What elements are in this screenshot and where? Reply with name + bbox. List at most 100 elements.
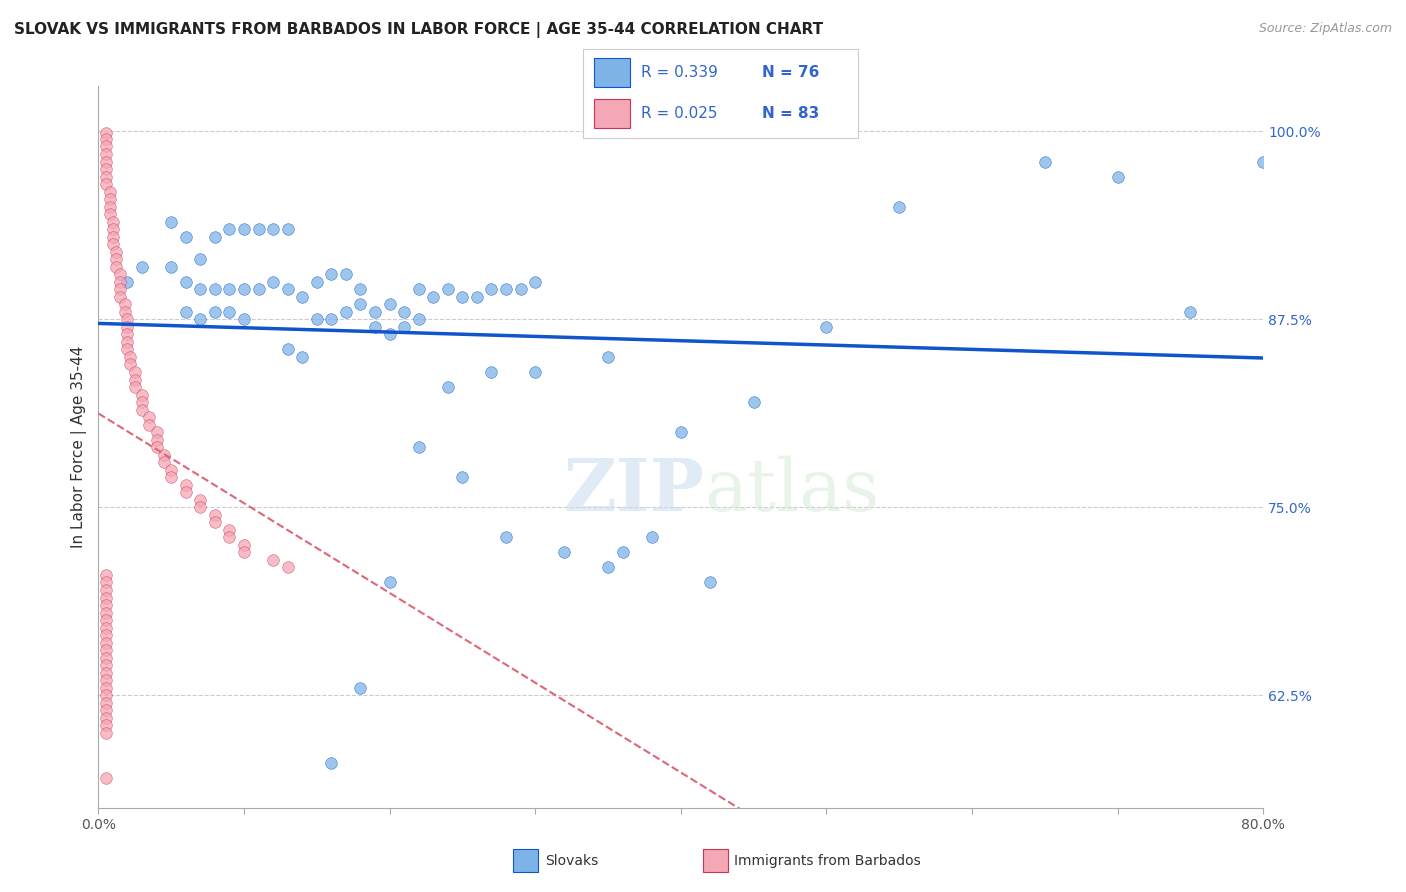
Point [277,282,299,296]
Point [120,358,142,372]
Point [174,485,197,500]
Point [481,282,503,296]
Point [131,260,153,274]
Point [321,756,343,770]
Point [204,282,226,296]
Point [218,222,240,236]
Point [94,606,117,620]
Point [174,275,197,289]
Point [481,365,503,379]
Point [204,305,226,319]
Point [138,417,160,432]
Point [101,237,124,252]
Point [378,297,401,311]
Point [114,305,136,319]
Point [117,343,139,357]
Point [124,365,146,379]
Point [131,387,153,401]
Point [145,440,167,454]
Point [160,463,183,477]
Point [277,343,299,357]
Point [262,275,284,289]
Point [108,275,131,289]
FancyBboxPatch shape [595,99,630,128]
Point [247,222,270,236]
Point [1251,154,1274,169]
Point [94,643,117,657]
Text: ZIP: ZIP [564,455,704,526]
Point [94,132,117,146]
Point [262,222,284,236]
Point [94,139,117,153]
Point [94,665,117,680]
FancyBboxPatch shape [595,58,630,87]
Text: atlas: atlas [704,455,880,525]
Point [204,229,226,244]
Point [495,282,517,296]
Text: N = 76: N = 76 [762,65,820,79]
Point [204,516,226,530]
Point [233,282,256,296]
Point [188,500,211,515]
Point [94,718,117,732]
Text: Slovaks: Slovaks [546,854,599,868]
Point [174,229,197,244]
Point [305,275,328,289]
Point [94,169,117,184]
Point [94,628,117,642]
Point [145,425,167,439]
Point [94,147,117,161]
Point [104,244,127,259]
Point [321,267,343,281]
Point [218,530,240,544]
Point [669,425,692,439]
Point [101,222,124,236]
Point [436,282,458,296]
Point [364,319,387,334]
Point [94,162,117,177]
Point [233,538,256,552]
Point [378,327,401,342]
Text: R = 0.025: R = 0.025 [641,106,717,120]
Point [94,591,117,605]
Point [218,305,240,319]
Point [94,621,117,635]
Point [94,568,117,582]
Point [408,440,430,454]
Point [94,703,117,717]
Point [1107,169,1129,184]
Point [114,297,136,311]
Point [108,282,131,296]
Point [101,229,124,244]
Text: SLOVAK VS IMMIGRANTS FROM BARBADOS IN LABOR FORCE | AGE 35-44 CORRELATION CHART: SLOVAK VS IMMIGRANTS FROM BARBADOS IN LA… [14,22,823,38]
Text: R = 0.339: R = 0.339 [641,65,718,79]
Point [699,575,721,590]
Point [436,380,458,394]
Point [153,448,176,462]
Point [291,350,314,364]
Point [131,402,153,417]
Point [98,207,121,221]
Point [262,553,284,567]
Point [233,545,256,559]
Point [94,582,117,597]
Point [94,711,117,725]
Point [509,282,531,296]
Point [640,530,662,544]
Y-axis label: In Labor Force | Age 35-44: In Labor Force | Age 35-44 [72,346,87,549]
Point [392,319,415,334]
Point [321,312,343,326]
Point [524,275,547,289]
Point [495,530,517,544]
Point [98,200,121,214]
Point [145,433,167,447]
Point [94,771,117,785]
Point [94,650,117,665]
Point [349,282,371,296]
Point [104,252,127,267]
Point [94,688,117,702]
Point [742,395,765,409]
Point [174,477,197,491]
Point [188,492,211,507]
Point [94,575,117,590]
